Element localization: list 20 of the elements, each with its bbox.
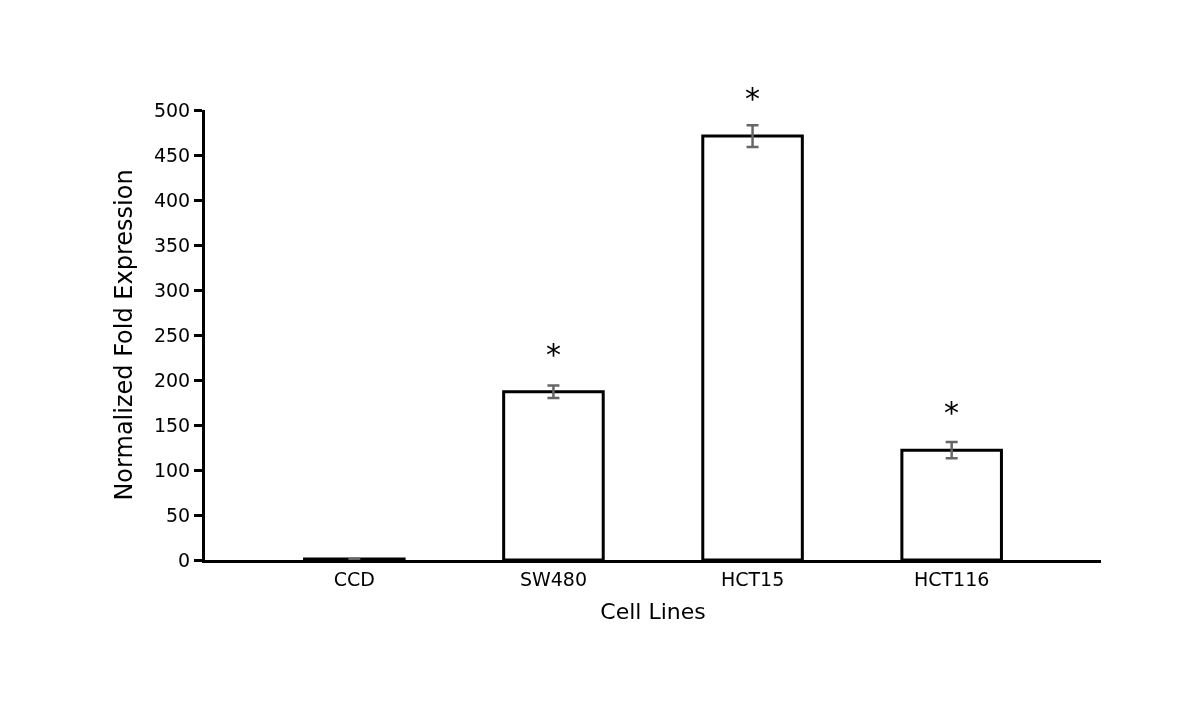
- x-tick-label: HCT116: [913, 567, 990, 590]
- x-tick-label: CCD: [333, 567, 375, 590]
- y-tick-label: 200: [153, 368, 191, 391]
- x-axis-title: Cell Lines: [600, 598, 706, 624]
- annotation: *: [546, 337, 561, 372]
- y-tick-label: 150: [153, 413, 191, 436]
- y-tick-label: 450: [153, 143, 191, 166]
- y-tick-label: 350: [153, 233, 191, 256]
- x-tick-label: HCT15: [720, 567, 785, 590]
- y-tick-label: 300: [153, 278, 191, 301]
- y-tick-label: 250: [153, 323, 191, 346]
- y-tick-label: 500: [153, 98, 191, 121]
- y-tick-label: 400: [153, 188, 191, 211]
- annotation: *: [944, 395, 959, 430]
- y-axis-title: Normalized Fold Expression: [110, 169, 139, 501]
- y-tick-label: 0: [178, 548, 191, 571]
- annotation: *: [745, 81, 760, 116]
- y-tick-label: 100: [153, 458, 191, 481]
- x-tick-label: SW480: [519, 567, 587, 590]
- y-tick-label: 50: [166, 503, 191, 526]
